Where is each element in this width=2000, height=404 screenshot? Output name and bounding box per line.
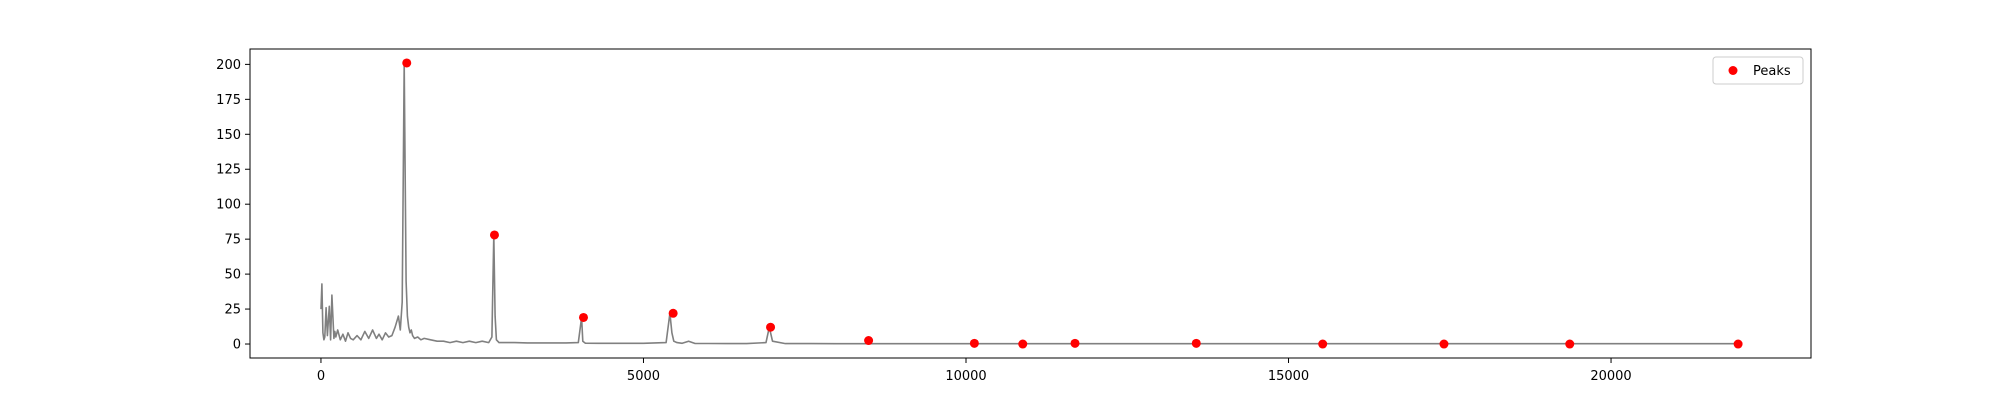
y-tick-label: 25 <box>224 303 241 318</box>
peak-point <box>668 308 678 318</box>
x-tick-label: 10000 <box>945 369 986 384</box>
x-tick-label: 20000 <box>1590 369 1631 384</box>
peak-point <box>766 322 776 332</box>
y-tick-label: 100 <box>216 198 241 213</box>
legend-label: Peaks <box>1753 64 1791 79</box>
x-tick-label: 5000 <box>627 369 660 384</box>
y-tick-label: 0 <box>233 338 241 353</box>
peak-point <box>578 312 588 322</box>
y-tick-label: 200 <box>216 58 241 73</box>
signal-line <box>320 62 1740 345</box>
plot-frame <box>249 48 1812 359</box>
legend-box <box>1712 56 1804 85</box>
peak-point <box>1318 339 1328 349</box>
x-tick-label: 15000 <box>1268 369 1309 384</box>
peak-point <box>1191 338 1201 348</box>
y-tick-label: 75 <box>224 233 241 248</box>
y-tick-label: 125 <box>216 163 241 178</box>
peak-point <box>1070 338 1080 348</box>
y-tick-label: 175 <box>216 93 241 108</box>
peak-point <box>1733 339 1743 349</box>
peak-point <box>864 336 874 346</box>
peak-point <box>1439 339 1449 349</box>
peak-point <box>1018 339 1028 349</box>
x-tick-label: 0 <box>317 369 325 384</box>
peak-point <box>969 338 979 348</box>
peak-point <box>402 58 412 68</box>
y-tick-label: 50 <box>224 268 241 283</box>
legend-marker <box>1728 66 1738 75</box>
peak-point <box>489 230 499 240</box>
peak-point <box>1565 339 1575 349</box>
y-tick-label: 150 <box>216 128 241 143</box>
